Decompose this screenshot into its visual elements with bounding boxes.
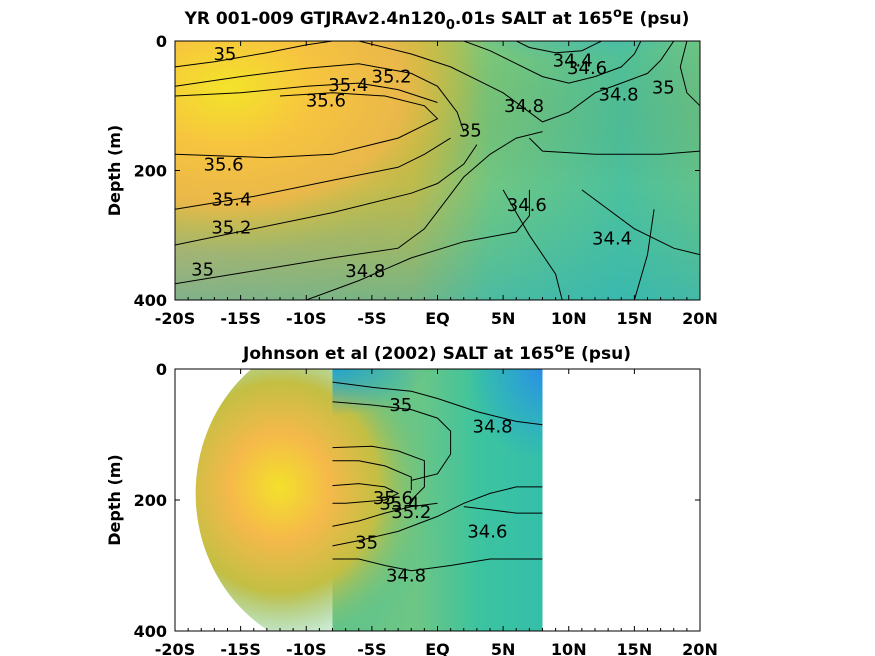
bottom-panel: Johnson et al (2002) SALT at 165oE (psu)… [105, 341, 718, 656]
contour-34-6 [463, 506, 543, 514]
contour-label: 34.8 [504, 96, 544, 117]
contour-34-8-upper [358, 41, 675, 123]
title-text: .01s SALT at 165 [455, 9, 613, 29]
contour-35-lower [332, 486, 543, 547]
contour-34-8-lower [332, 558, 543, 572]
contour-label: 35 [355, 533, 378, 554]
x-tick-label: -15S [220, 640, 260, 656]
contour-label: 34.8 [386, 565, 426, 586]
x-tick-label: -10S [286, 309, 326, 328]
contour-34-4-deep [633, 209, 655, 300]
title-superscript: o [555, 341, 564, 356]
contour-35-4-lower [332, 502, 438, 527]
bottom-panel-x-ticks: -20S -15S -10S -5S EQ 5N 10N 15N 20N [155, 369, 718, 656]
contour-label: 35.2 [372, 67, 412, 88]
contour-label: 34.6 [467, 521, 507, 542]
top-panel-salinity-field [175, 41, 700, 300]
x-tick-label: 15N [617, 309, 653, 328]
x-tick-label: 15N [617, 640, 653, 656]
title-text: Johnson et al (2002) SALT at 165 [242, 344, 555, 364]
x-tick-label: -5S [357, 640, 386, 656]
contour-label: 34.8 [599, 85, 639, 106]
contour-34-6-upper [463, 41, 642, 84]
contour-35-2-lower [175, 144, 478, 246]
contour-35-6 [332, 483, 400, 504]
contour-34-4-lower [581, 189, 700, 256]
contour-label: 35.4 [211, 190, 251, 211]
contour-label: 35 [459, 120, 482, 141]
x-tick-label: 10N [551, 309, 587, 328]
title-superscript: o [613, 6, 622, 21]
bottom-panel-contour-labels: 35 34.8 35.635.435.2 35 34.6 34.8 [355, 395, 512, 586]
y-tick-label: 0 [156, 360, 167, 379]
contour-label: 35.2 [211, 218, 251, 239]
contour-label: 35 [389, 395, 412, 416]
x-tick-label: -20S [155, 640, 195, 656]
top-panel: YR 001-009 GTJRAv2.4n1200.01s SALT at 16… [105, 6, 718, 328]
contour-34-8-lower [306, 189, 530, 300]
contour-34-6-lower [502, 189, 563, 300]
bottom-panel-y-ticks: 0 200 400 [134, 360, 700, 641]
contour-label: 34.8 [473, 417, 513, 438]
contour-label: 34.6 [567, 58, 607, 79]
contour-label: 35.2 [391, 502, 431, 523]
contour-35-lower [175, 131, 543, 285]
contour-34-4-upper [516, 41, 602, 54]
contour-label: 35.6 [373, 488, 413, 509]
top-panel-y-ticks: 0 200 400 [134, 32, 700, 310]
contour-label: 35.6 [204, 155, 244, 176]
x-tick-label: 20N [682, 640, 718, 656]
title-text: E (psu) [564, 344, 631, 364]
bottom-panel-title: Johnson et al (2002) SALT at 165oE (psu) [242, 341, 631, 364]
contour-label: 34.4 [553, 50, 593, 71]
x-tick-label: -15S [220, 309, 260, 328]
contour-35-2-upper [175, 63, 465, 132]
title-text: E (psu) [622, 9, 689, 29]
y-tick-label: 0 [156, 32, 167, 51]
y-tick-label: 400 [134, 291, 167, 310]
contour-35-2-upper [332, 445, 425, 501]
x-tick-label: EQ [425, 640, 450, 656]
top-panel-title: YR 001-009 GTJRAv2.4n1200.01s SALT at 16… [184, 6, 690, 33]
x-tick-label: 10N [551, 640, 587, 656]
contour-34-6-mid [529, 137, 700, 155]
contour-label: 35 [213, 44, 236, 65]
top-panel-x-ticks: -20S -15S -10S -5S EQ 5N 10N 15N 20N [155, 41, 718, 328]
contour-label: 35 [191, 260, 214, 281]
top-panel-y-axis-label: Depth (m) [105, 125, 124, 217]
x-tick-label: -5S [357, 309, 386, 328]
contour-label: 34.6 [507, 195, 547, 216]
x-tick-label: -20S [155, 309, 195, 328]
title-subscript: 0 [446, 18, 455, 33]
contour-35-4-lower [175, 137, 451, 210]
contour-35-6 [175, 92, 439, 159]
contour-label: 35.4 [379, 493, 419, 514]
contour-35-4-upper [332, 460, 412, 491]
contour-35-upper [175, 41, 333, 68]
x-tick-label: 5N [491, 309, 516, 328]
top-panel-contour-lines [175, 41, 700, 300]
contour-35-4-upper [175, 82, 438, 103]
contour-35-upper [332, 401, 452, 481]
contour-label: 35.4 [328, 75, 368, 96]
y-tick-label: 400 [134, 622, 167, 641]
title-text: YR 001-009 GTJRAv2.4n120 [184, 9, 446, 29]
x-tick-label: -10S [286, 640, 326, 656]
x-tick-label: 20N [682, 309, 718, 328]
contour-label: 35.6 [306, 91, 346, 112]
contour-label: 34.4 [592, 229, 632, 250]
y-tick-label: 200 [134, 491, 167, 510]
x-tick-label: 5N [491, 640, 516, 656]
northeast-salty-patch [600, 41, 700, 190]
contour-35-north [679, 41, 700, 107]
contour-label: 35 [652, 78, 675, 99]
x-tick-label: EQ [425, 309, 450, 328]
bottom-panel-contour-lines [332, 381, 543, 572]
contour-label: 34.8 [345, 261, 385, 282]
bottom-panel-y-axis-label: Depth (m) [105, 454, 124, 546]
y-tick-label: 200 [134, 162, 167, 181]
contour-34-8-upper [332, 381, 543, 426]
